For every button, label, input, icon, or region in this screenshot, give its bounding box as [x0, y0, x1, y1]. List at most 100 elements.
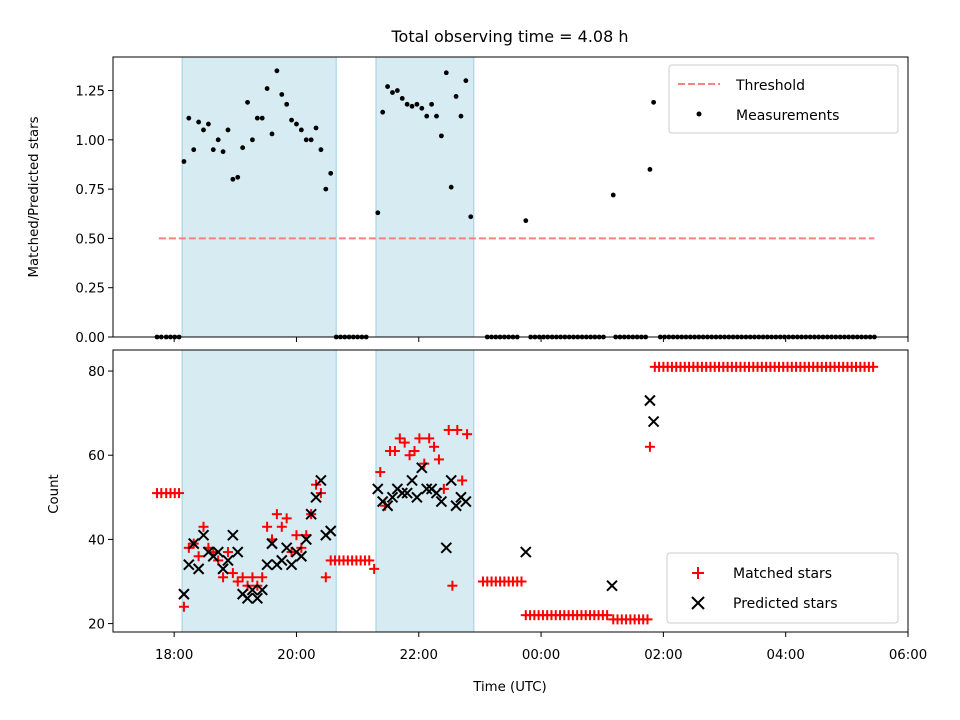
y-tick-label: 0.75	[75, 183, 105, 198]
counts-panel-frame	[112, 349, 909, 633]
measurement-point	[220, 149, 226, 155]
measurement-point	[443, 70, 449, 76]
matched-star-point	[429, 441, 440, 452]
measurement-point	[196, 119, 202, 125]
predicted-star-point	[217, 563, 229, 575]
matched-star-point	[602, 610, 613, 621]
measurement-point	[463, 78, 469, 84]
matched-star-point	[457, 475, 468, 486]
measurement-point	[313, 125, 319, 131]
predicted-star-point	[178, 588, 190, 600]
predicted-star-point	[416, 462, 428, 474]
matched-star-point	[443, 424, 454, 435]
predicted-star-point	[421, 483, 433, 495]
observing-window	[181, 56, 337, 338]
ratio-legend-box	[668, 64, 899, 134]
ratio-legend: Threshold Measurements	[668, 64, 899, 134]
predicted-star-point	[246, 584, 259, 596]
predicted-star-point	[450, 500, 462, 512]
predicted-star-point	[285, 558, 298, 571]
x-tick-label: 06:00	[889, 648, 927, 663]
measurement-point	[274, 68, 280, 74]
predicted-star-point	[445, 474, 457, 487]
predicted-star-point	[188, 537, 200, 550]
x-tick-label: 20:00	[277, 648, 315, 663]
chart-title: Total observing time = 4.08 h	[390, 27, 628, 46]
predicted-legend-swatch	[691, 596, 705, 610]
matched-star-point	[462, 429, 473, 440]
measurement-point	[647, 166, 653, 172]
measurement-point	[523, 218, 529, 224]
measurement-point	[191, 147, 197, 153]
measurement-point	[409, 103, 415, 109]
predicted-star-point	[261, 558, 273, 571]
predicted-star-point	[295, 550, 308, 562]
measurement-point	[394, 88, 400, 93]
ratio-y-axis-label: Matched/Predicted stars	[27, 116, 42, 277]
measurement-point	[201, 127, 206, 133]
matched-star-point	[227, 568, 238, 579]
counts-y-axis-label: Count	[47, 474, 62, 514]
matched-star-point	[452, 424, 463, 435]
matched-star-point	[364, 555, 375, 566]
matched-star-point	[369, 563, 380, 574]
matched-star-point	[257, 572, 268, 583]
predicted-star-point	[232, 546, 244, 558]
observing-window	[181, 349, 337, 633]
y-axis-ticks: 20 40 60 80	[88, 365, 113, 633]
predicted-star-point	[435, 495, 448, 508]
measurement-point	[298, 127, 304, 133]
matched-star-point	[419, 458, 430, 469]
predicted-star-point	[251, 592, 264, 605]
predicted-star-point	[401, 487, 413, 499]
predicted-star-point	[305, 508, 317, 520]
measurement-point	[448, 184, 454, 190]
y-tick-label: 0.25	[75, 282, 105, 297]
x-tick-label: 22:00	[400, 648, 438, 663]
measurement-point	[206, 121, 211, 127]
measurement-point	[458, 113, 464, 119]
predicted-star-point	[256, 584, 268, 596]
predicted-star-point	[222, 554, 234, 567]
y-tick-label: 20	[88, 618, 105, 633]
predicted-star-point	[386, 491, 399, 504]
measurements-legend-label: Measurements	[736, 108, 839, 124]
matched-star-point	[447, 580, 458, 591]
measurement-point	[404, 101, 410, 107]
matched-star-point	[320, 572, 331, 583]
predicted-star-point	[300, 533, 312, 546]
predicted-star-point	[183, 558, 195, 571]
matched-star-point	[414, 433, 425, 444]
predicted-star-point	[276, 554, 288, 567]
predicted-star-point	[647, 415, 660, 428]
y-tick-label: 1.25	[75, 85, 105, 100]
predicted-star-point	[241, 592, 254, 605]
y-tick-label: 40	[88, 533, 105, 548]
y-axis-ticks: 0.00 0.25 0.50 0.75 1.00 1.25	[75, 85, 113, 346]
measurement-point	[438, 133, 444, 139]
predicted-star-point	[644, 394, 656, 407]
matched-star-point	[174, 488, 185, 499]
measurement-point	[328, 170, 334, 176]
predicted-star-point	[192, 563, 205, 575]
matched-star-point	[193, 551, 204, 562]
measurement-point	[390, 90, 395, 95]
measurement-point	[308, 137, 314, 143]
measurement-point	[279, 92, 285, 97]
measurement-point	[453, 94, 459, 99]
matched-star-point	[262, 521, 273, 532]
measurement-point	[434, 113, 439, 119]
ratio-panel: 0.00 0.25 0.50 0.75 1.00 1.25 Matched/Predict…	[27, 56, 909, 346]
threshold-legend-label: Threshold	[735, 78, 805, 94]
counts-legend-box	[666, 552, 899, 624]
matched-star-point	[218, 572, 229, 583]
y-tick-label: 1.00	[75, 134, 105, 149]
measurements-legend-swatch	[696, 111, 702, 117]
x-axis-ticks	[173, 337, 909, 342]
matched-star-point	[516, 576, 527, 587]
matched-star-point	[433, 454, 444, 465]
predicted-star-point	[266, 537, 278, 550]
x-tick-label: 04:00	[767, 648, 805, 663]
counts-legend: Matched stars Predicted stars	[666, 552, 899, 624]
measurement-point	[294, 121, 299, 127]
